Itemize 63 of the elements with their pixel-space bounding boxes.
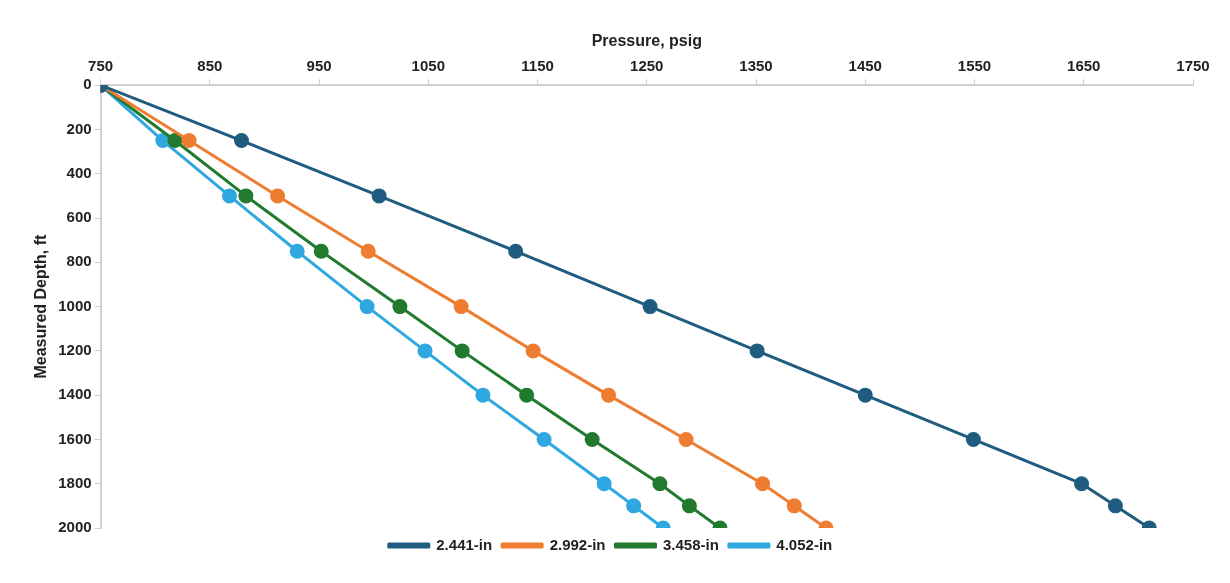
x-axis-title: Pressure, psig	[591, 32, 702, 50]
legend-label: 2.992-in	[549, 535, 606, 553]
point	[360, 243, 376, 259]
point	[678, 431, 694, 447]
point	[417, 343, 433, 359]
point	[596, 476, 612, 492]
y-tick-label: 1000	[58, 296, 92, 314]
x-tick-label: 1750	[1176, 57, 1210, 75]
point	[536, 431, 552, 447]
legend-label: 2.441-in	[436, 535, 493, 553]
y-tick-label: 200	[66, 119, 92, 137]
x-tick-label: 1150	[521, 57, 554, 75]
point	[755, 476, 771, 492]
point	[238, 188, 254, 204]
point	[642, 299, 658, 315]
point	[475, 387, 491, 403]
y-tick-label: 1200	[58, 341, 92, 359]
point	[749, 343, 765, 359]
y-tick-label: 1800	[58, 473, 92, 491]
point	[270, 188, 286, 204]
point	[626, 498, 642, 514]
point	[167, 133, 183, 149]
point	[181, 133, 197, 149]
legend-label: 4.052-in	[776, 535, 833, 553]
point	[508, 243, 524, 259]
point	[786, 498, 802, 514]
point	[233, 133, 249, 149]
x-tick-label: 1650	[1067, 57, 1101, 75]
point	[965, 431, 981, 447]
point	[359, 299, 375, 315]
x-tick-label: 1050	[411, 57, 445, 75]
y-tick-label: 0	[83, 75, 92, 93]
point	[525, 343, 541, 359]
legend-label: 3.458-in	[663, 535, 719, 553]
point	[371, 188, 387, 204]
point	[392, 299, 408, 315]
x-tick-label: 950	[306, 57, 332, 75]
x-tick-label: 1350	[739, 57, 773, 75]
point	[857, 387, 873, 403]
point	[652, 476, 668, 492]
point	[313, 243, 329, 259]
point	[584, 431, 600, 447]
point	[454, 343, 470, 359]
point	[601, 387, 617, 403]
point	[221, 188, 237, 204]
point	[1074, 476, 1090, 492]
point	[289, 243, 305, 259]
x-tick-label: 850	[197, 57, 223, 75]
y-tick-label: 1600	[58, 429, 92, 447]
point	[1107, 498, 1123, 514]
x-tick-label: 1450	[848, 57, 882, 75]
y-tick-label: 400	[66, 163, 92, 181]
y-tick-label: 2000	[58, 518, 92, 536]
y-tick-label: 600	[66, 208, 92, 226]
point	[681, 498, 697, 514]
point	[519, 387, 535, 403]
x-tick-label: 1550	[957, 57, 992, 75]
x-tick-label: 1250	[630, 57, 664, 75]
y-tick-label: 800	[66, 252, 92, 270]
x-tick-label: 750	[88, 57, 114, 75]
point	[453, 299, 469, 315]
y-tick-label: 1400	[58, 385, 92, 403]
y-axis-title: Measured Depth, ft	[32, 233, 50, 379]
